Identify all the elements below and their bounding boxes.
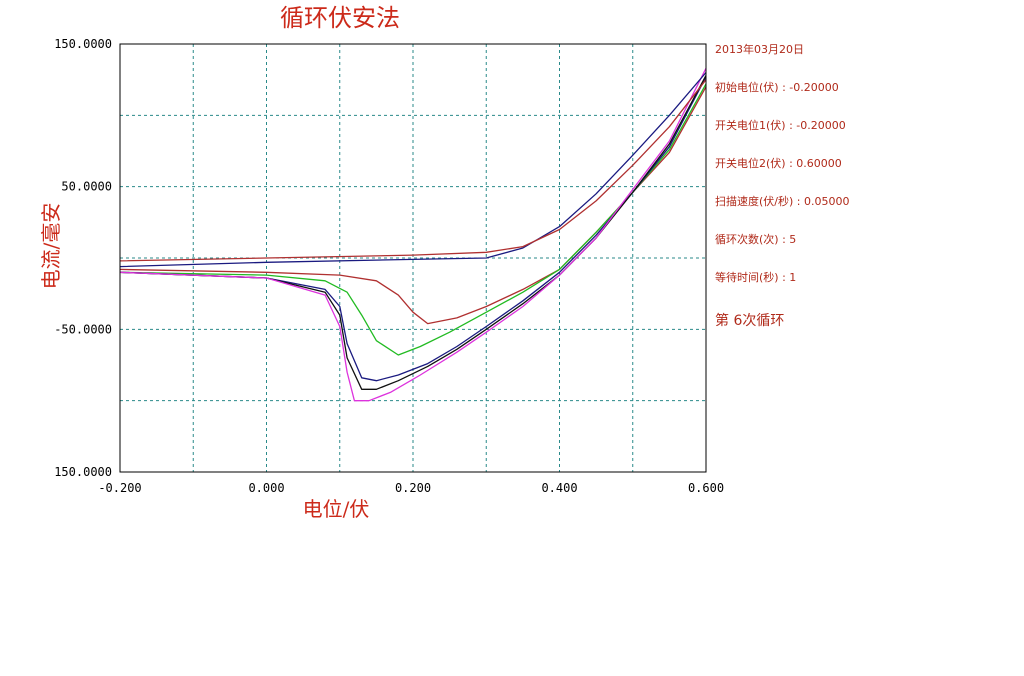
cycle-label: 第 6次循环 xyxy=(715,312,784,329)
parameter-line: 开关电位1(伏) : -0.20000 xyxy=(715,118,846,132)
parameter-line: 初始电位(伏) : -0.20000 xyxy=(715,80,839,94)
parameter-line: 扫描速度(伏/秒) : 0.05000 xyxy=(715,194,849,208)
data-series xyxy=(119,68,707,402)
chart-title: 循环伏安法 xyxy=(280,4,400,32)
parameter-line: 开关电位2(伏) : 0.60000 xyxy=(715,156,842,170)
series-line-6 xyxy=(119,72,707,268)
x-tick-label: 0.400 xyxy=(541,481,577,495)
y-tick-labels: 150.0000 50.0000 -50.0000 150.0000 xyxy=(54,37,112,479)
series-line-2 xyxy=(119,83,707,356)
x-tick-label: 0.200 xyxy=(395,481,431,495)
x-tick-label: 0.600 xyxy=(688,481,724,495)
y-tick-label: 150.0000 xyxy=(54,37,112,51)
x-tick-label: -0.200 xyxy=(98,481,141,495)
series-line-5 xyxy=(119,68,707,402)
grid-lines xyxy=(120,44,706,472)
y-axis-title: 电流/毫安 xyxy=(39,203,63,290)
parameter-line: 循环次数(次) : 5 xyxy=(715,232,796,246)
parameter-line: 等待时间(秒) : 1 xyxy=(715,270,796,284)
y-tick-label: -50.0000 xyxy=(54,322,112,336)
series-line-7 xyxy=(119,79,707,262)
parameter-line: 2013年03月20日 xyxy=(715,42,804,56)
x-tick-labels: -0.200 0.000 0.200 0.400 0.600 xyxy=(98,481,724,495)
y-tick-label: 50.0000 xyxy=(61,180,112,194)
x-tick-label: 0.000 xyxy=(248,481,284,495)
plot-frame xyxy=(119,43,707,473)
x-axis-title: 电位/伏 xyxy=(303,497,370,521)
y-tick-label: 150.0000 xyxy=(54,465,112,479)
